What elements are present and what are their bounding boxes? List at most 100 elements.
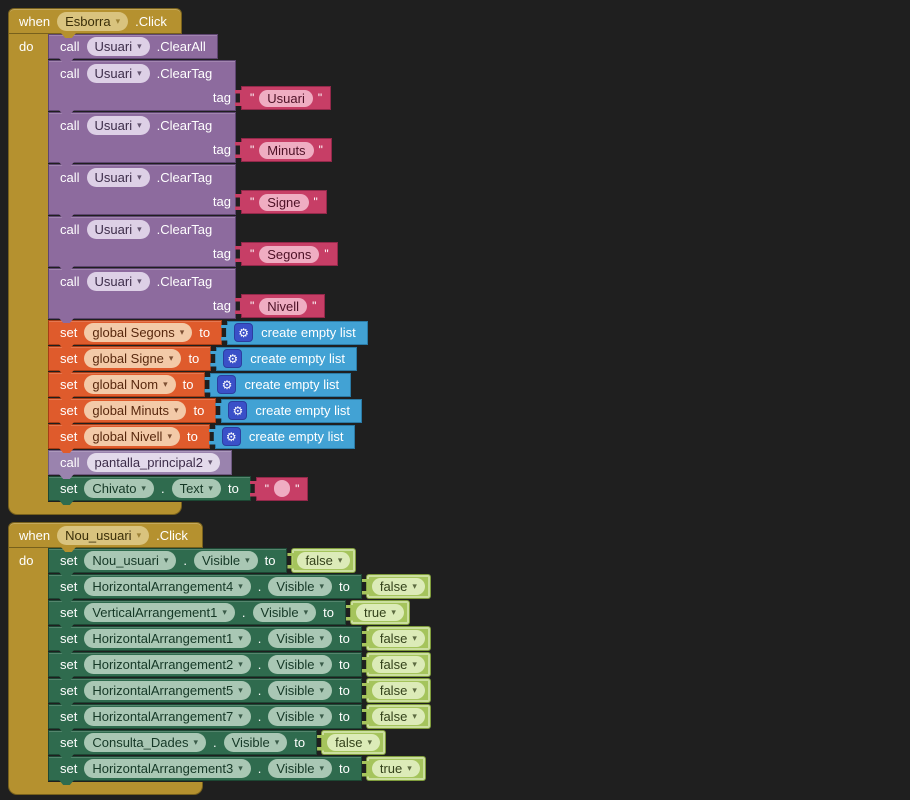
text-string-block[interactable]: " " [255,476,309,501]
global-variable-dropdown[interactable]: global Nivell ▾ [84,427,180,446]
global-variable-dropdown[interactable]: global Segons ▾ [84,323,193,342]
set-variable-block[interactable]: set global Minuts ▾ to [48,398,217,423]
property-dropdown[interactable]: Text ▾ [171,479,221,498]
event-block-header[interactable]: when Nou_usuari ▾ .Click [8,522,203,548]
gear-icon[interactable]: ⚙ [217,375,237,394]
component-dropdown[interactable]: HorizontalArrangement5 ▾ [84,681,251,700]
gear-icon[interactable]: ⚙ [221,427,241,446]
set-property-block[interactable]: set HorizontalArrangement2 ▾. Visible ▾ to [48,652,362,677]
text-string-block[interactable]: " Segons " [241,242,338,266]
property-dropdown[interactable]: Visible ▾ [268,577,332,596]
text-string-field[interactable] [274,480,291,497]
event-component-dropdown[interactable]: Esborra ▾ [57,11,129,31]
procedure-dropdown[interactable]: pantalla_principal2 ▾ [86,453,221,472]
create-empty-list-block[interactable]: ⚙ create empty list [214,424,356,449]
global-variable-dropdown[interactable]: global Nom ▾ [84,375,176,394]
component-dropdown[interactable]: HorizontalArrangement2 ▾ [84,655,251,674]
gear-icon[interactable]: ⚙ [234,323,254,342]
logic-value-dropdown[interactable]: false ▾ [371,708,425,725]
text-string-field[interactable]: Signe [259,193,309,211]
logic-value-block[interactable]: false ▾ [366,679,430,702]
event-block-header[interactable]: when Esborra ▾ .Click [8,8,182,34]
property-dropdown[interactable]: Visible ▾ [252,603,317,622]
logic-value-block[interactable]: false ▾ [292,549,356,572]
text-string-block[interactable]: " Nivell " [241,294,326,318]
text-string-field[interactable]: Segons [259,245,320,263]
logic-value-block[interactable]: true ▾ [366,757,425,780]
logic-value-block[interactable]: false ▾ [366,575,430,598]
component-dropdown[interactable]: Usuari ▾ [86,37,150,56]
logic-value-dropdown[interactable]: true ▾ [355,604,404,621]
set-variable-block[interactable]: set global Nom ▾ to [48,372,206,397]
logic-value-block[interactable]: false ▾ [366,627,430,650]
set-property-block[interactable]: set Consulta_Dades ▾. Visible ▾ to [48,730,318,755]
set-variable-block[interactable]: set global Segons ▾ to [48,320,223,345]
set-variable-block[interactable]: set global Nivell ▾ to [48,424,210,449]
set-property-block[interactable]: set HorizontalArrangement1 ▾. Visible ▾ to [48,626,362,651]
component-dropdown[interactable]: Usuari ▾ [86,167,150,187]
text-string-block[interactable]: " Usuari " [241,86,332,110]
set-variable-block[interactable]: set global Signe ▾ to [48,346,212,371]
set-property-block[interactable]: set HorizontalArrangement3 ▾. Visible ▾ to [48,756,362,781]
when-click-event-block[interactable]: when Nou_usuari ▾ .Click do set Nou_usuari ▾. Vi… [8,522,430,795]
logic-value-block[interactable]: false ▾ [322,731,386,754]
when-click-event-block[interactable]: when Esborra ▾ .Click do call Usuari ▾ .ClearAll… [8,8,368,515]
component-dropdown[interactable]: Usuari ▾ [86,219,150,239]
text-string-field[interactable]: Minuts [259,141,314,159]
logic-value-dropdown[interactable]: false ▾ [327,734,381,751]
property-dropdown[interactable]: Visible ▾ [268,707,332,726]
property-dropdown[interactable]: Visible ▾ [268,759,332,778]
create-empty-list-block[interactable]: ⚙ create empty list [221,398,362,423]
set-property-block[interactable]: set HorizontalArrangement5 ▾. Visible ▾ to [48,678,362,703]
component-dropdown[interactable]: Usuari ▾ [86,115,150,135]
component-dropdown[interactable]: Usuari ▾ [86,63,150,83]
component-dropdown[interactable]: HorizontalArrangement3 ▾ [84,759,251,778]
event-component-dropdown[interactable]: Nou_usuari ▾ [57,525,150,545]
logic-value-block[interactable]: false ▾ [366,705,430,728]
text-string-block[interactable]: " Minuts " [241,138,332,162]
component-dropdown[interactable]: HorizontalArrangement4 ▾ [84,577,251,596]
logic-value-block[interactable]: false ▾ [366,653,430,676]
component-dropdown[interactable]: HorizontalArrangement7 ▾ [84,707,251,726]
text-string-block[interactable]: " Signe " [241,190,327,214]
set-property-block[interactable]: set VerticalArrangement1 ▾. Visible ▾ to [48,600,346,625]
logic-value-dropdown[interactable]: false ▾ [371,630,425,647]
component-method-call-block[interactable]: call Usuari ▾ .ClearTag tag [48,60,236,111]
logic-value-dropdown[interactable]: false ▾ [297,552,351,569]
component-dropdown[interactable]: Chivato ▾ [84,479,154,498]
component-dropdown[interactable]: HorizontalArrangement1 ▾ [84,629,251,648]
component-dropdown[interactable]: Usuari ▾ [86,271,150,291]
text-string-field[interactable]: Nivell [259,297,308,315]
component-dropdown[interactable]: Nou_usuari ▾ [84,551,177,570]
component-method-call-block[interactable]: call Usuari ▾ .ClearTag tag [48,216,236,267]
property-dropdown[interactable]: Visible ▾ [268,629,332,648]
component-dropdown[interactable]: Consulta_Dades ▾ [84,733,206,752]
logic-value-dropdown[interactable]: true ▾ [371,760,420,777]
gear-icon[interactable]: ⚙ [223,349,243,368]
property-dropdown[interactable]: Visible ▾ [268,655,332,674]
component-dropdown[interactable]: VerticalArrangement1 ▾ [84,603,235,622]
create-empty-list-block[interactable]: ⚙ create empty list [216,346,357,371]
component-method-call-block[interactable]: call Usuari ▾ .ClearTag tag [48,164,236,215]
logic-value-dropdown[interactable]: false ▾ [371,578,425,595]
global-variable-dropdown[interactable]: global Minuts ▾ [84,401,187,420]
set-property-block[interactable]: set HorizontalArrangement7 ▾. Visible ▾ to [48,704,362,729]
property-dropdown[interactable]: Visible ▾ [223,733,288,752]
set-property-block[interactable]: set Chivato ▾. Text ▾ to [48,476,251,501]
procedure-call-block[interactable]: call pantalla_principal2 ▾ [48,450,233,475]
set-property-block[interactable]: set HorizontalArrangement4 ▾. Visible ▾ to [48,574,362,599]
gear-icon[interactable]: ⚙ [228,401,248,420]
component-method-call-block[interactable]: call Usuari ▾ .ClearTag tag [48,268,236,319]
property-dropdown[interactable]: Visible ▾ [194,551,258,570]
global-variable-dropdown[interactable]: global Signe ▾ [84,349,182,368]
set-property-block[interactable]: set Nou_usuari ▾. Visible ▾ to [48,548,288,573]
create-empty-list-block[interactable]: ⚙ create empty list [227,320,368,345]
logic-value-dropdown[interactable]: false ▾ [371,682,425,699]
property-dropdown[interactable]: Visible ▾ [268,681,332,700]
create-empty-list-block[interactable]: ⚙ create empty list [210,372,352,397]
text-string-field[interactable]: Usuari [259,89,313,107]
component-method-call-block[interactable]: call Usuari ▾ .ClearTag tag [48,112,236,163]
component-method-call-block[interactable]: call Usuari ▾ .ClearAll [48,34,218,59]
logic-value-block[interactable]: true ▾ [350,601,409,624]
